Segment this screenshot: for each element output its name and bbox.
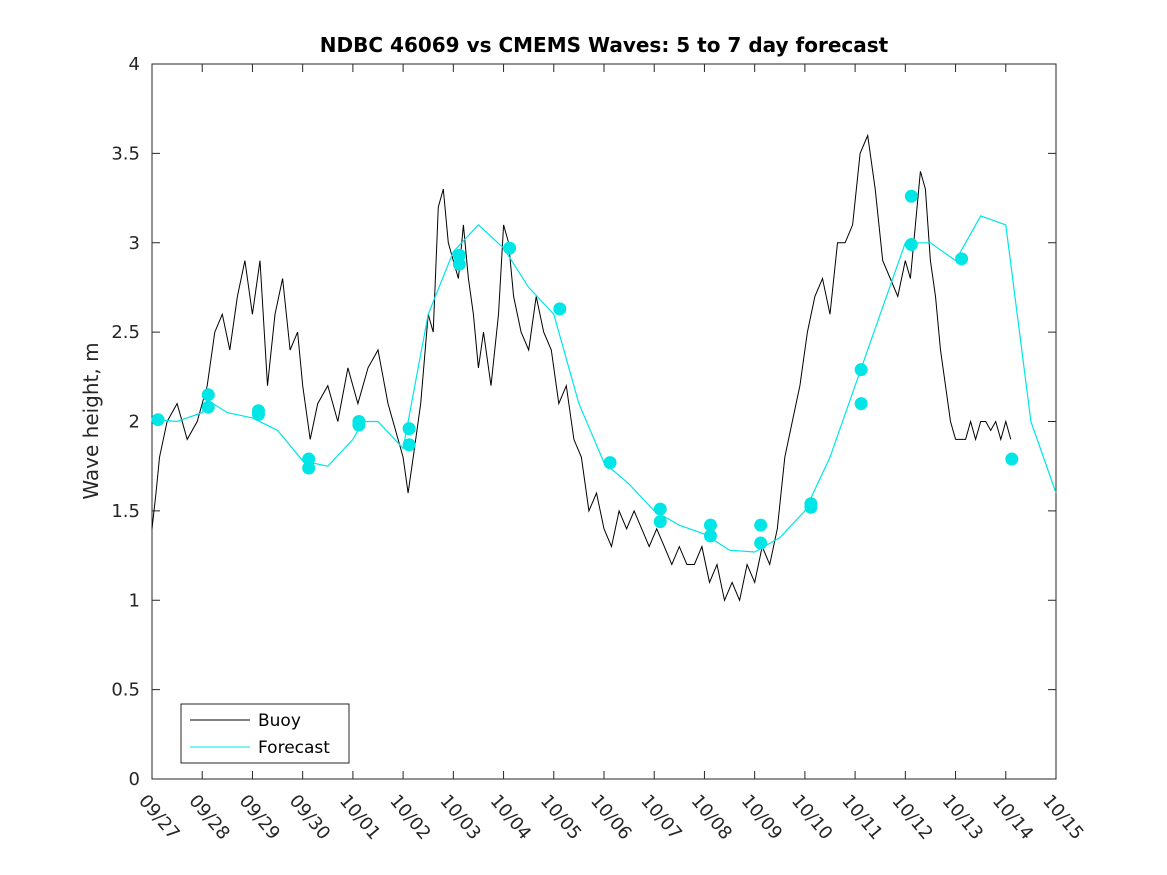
forecast-marker [603, 456, 617, 470]
forecast-marker [201, 400, 215, 414]
forecast-marker [352, 418, 366, 432]
forecast-marker [452, 248, 466, 262]
forecast-marker [955, 252, 969, 266]
forecast-marker [904, 238, 918, 252]
forecast-marker [251, 407, 265, 421]
legend-forecast-label: Forecast [258, 738, 330, 758]
forecast-marker [904, 189, 918, 203]
y-tick-label: 1 [129, 590, 140, 611]
y-tick-label: 2.5 [111, 322, 140, 343]
y-axis-label: Wave height, m [79, 342, 103, 499]
forecast-marker [703, 529, 717, 543]
forecast-marker [151, 413, 165, 427]
legend-buoy-label: Buoy [258, 711, 301, 731]
y-tick-label: 3 [129, 233, 140, 254]
forecast-layer [156, 215, 1057, 553]
forecast-marker [653, 515, 667, 529]
forecast-marker [804, 500, 818, 514]
y-tick-label: 1.5 [111, 501, 140, 522]
forecast-marker [754, 518, 768, 532]
forecast-marker [201, 388, 215, 402]
forecast-marker [302, 452, 316, 466]
y-tick-label: 3.5 [111, 143, 140, 164]
forecast-marker [402, 422, 416, 436]
forecast-marker [1005, 452, 1019, 466]
forecast-marker [402, 438, 416, 452]
forecast-series-line [156, 215, 1057, 553]
y-tick-label: 0.5 [111, 680, 140, 701]
forecast-marker [553, 302, 567, 316]
legend-box [180, 703, 350, 764]
forecast-marker [653, 502, 667, 516]
marker-layer [151, 189, 1019, 550]
chart-title: NDBC 46069 vs CMEMS Waves: 5 to 7 day fo… [320, 33, 889, 57]
forecast-marker [703, 518, 717, 532]
plot-frame [151, 63, 1057, 780]
forecast-marker [754, 536, 768, 550]
forecast-marker [854, 363, 868, 377]
y-tick-label: 0 [129, 769, 140, 790]
forecast-marker [302, 461, 316, 475]
y-tick-label: 2 [129, 412, 140, 433]
y-tick-label: 4 [129, 54, 140, 75]
forecast-marker [452, 257, 466, 271]
buoy-layer [151, 133, 1012, 602]
forecast-marker [854, 397, 868, 411]
legend: Buoy Forecast [180, 703, 350, 764]
buoy-series-line [151, 133, 1012, 602]
forecast-marker [503, 241, 517, 255]
